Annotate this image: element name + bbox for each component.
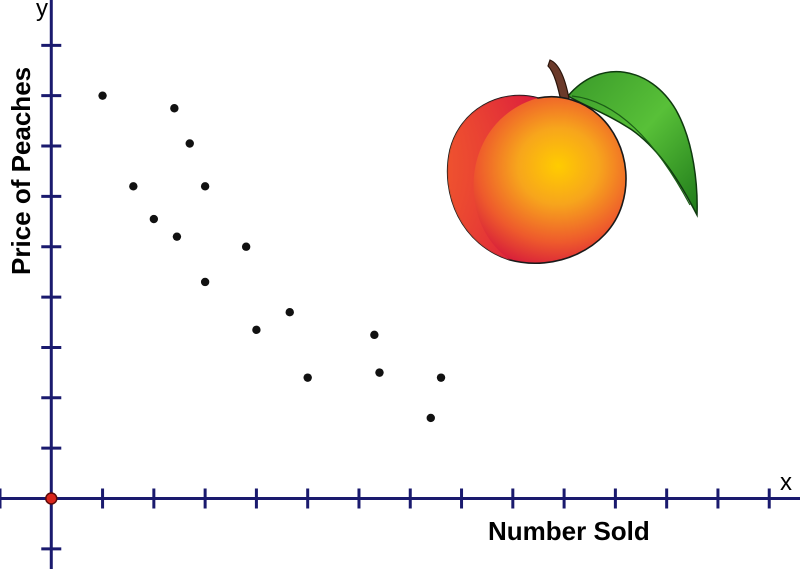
data-point <box>285 307 294 317</box>
data-point <box>436 373 446 382</box>
data-point <box>426 413 435 423</box>
data-point <box>129 182 138 191</box>
data-point <box>200 182 210 191</box>
origin-point <box>45 492 58 505</box>
peach-leaf <box>566 71 698 218</box>
peach-icon <box>446 59 698 264</box>
y-axis-title: Price of Peaches <box>6 67 36 275</box>
data-point <box>370 330 379 340</box>
data-point <box>303 373 312 382</box>
data-points <box>98 91 446 423</box>
data-point <box>241 242 251 251</box>
data-point <box>252 325 261 335</box>
data-point <box>170 104 179 113</box>
peach-cleft <box>447 95 538 260</box>
data-point <box>98 91 107 100</box>
peach-leaf-vein <box>571 95 691 206</box>
data-point <box>149 214 159 224</box>
x-axis-title: Number Sold <box>488 516 650 546</box>
data-point <box>375 368 384 377</box>
data-point <box>200 277 210 287</box>
axis-ticks <box>0 43 771 551</box>
data-point <box>185 139 194 148</box>
x-axis-letter: x <box>780 469 792 496</box>
data-point <box>172 232 182 241</box>
y-axis-letter: y <box>36 0 48 22</box>
